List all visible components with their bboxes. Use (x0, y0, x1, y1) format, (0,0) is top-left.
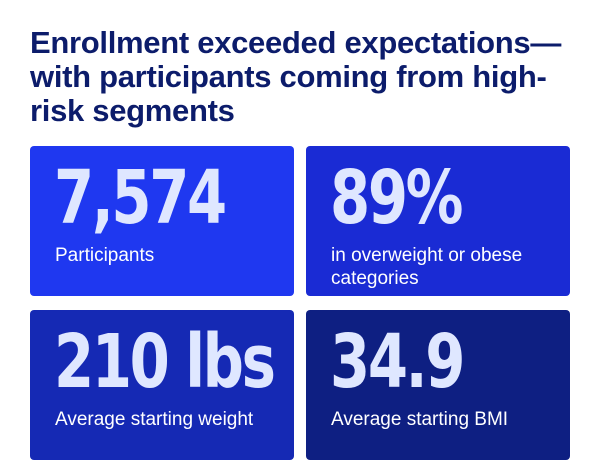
stat-label: Participants (55, 245, 155, 266)
stat-value: 89% (330, 155, 463, 241)
stat-value: 34.9 (330, 319, 465, 405)
stat-label: Average starting weight (55, 409, 254, 430)
stat-card-overweight: 89% in overweight or obese categories (306, 146, 570, 296)
stat-card-participants: 7,574 Participants (30, 146, 294, 296)
headline: Enrollment exceeded expectations—with pa… (30, 25, 562, 128)
stat-card-starting-weight: 210 lbs Average starting weight (30, 310, 294, 460)
stat-label: in overweight or obese categories (331, 245, 523, 289)
stat-label: Average starting BMI (331, 409, 509, 430)
stat-card-starting-bmi: 34.9 Average starting BMI (306, 310, 570, 460)
stat-value: 210 lbs (54, 319, 276, 405)
stat-value: 7,574 (54, 155, 227, 241)
